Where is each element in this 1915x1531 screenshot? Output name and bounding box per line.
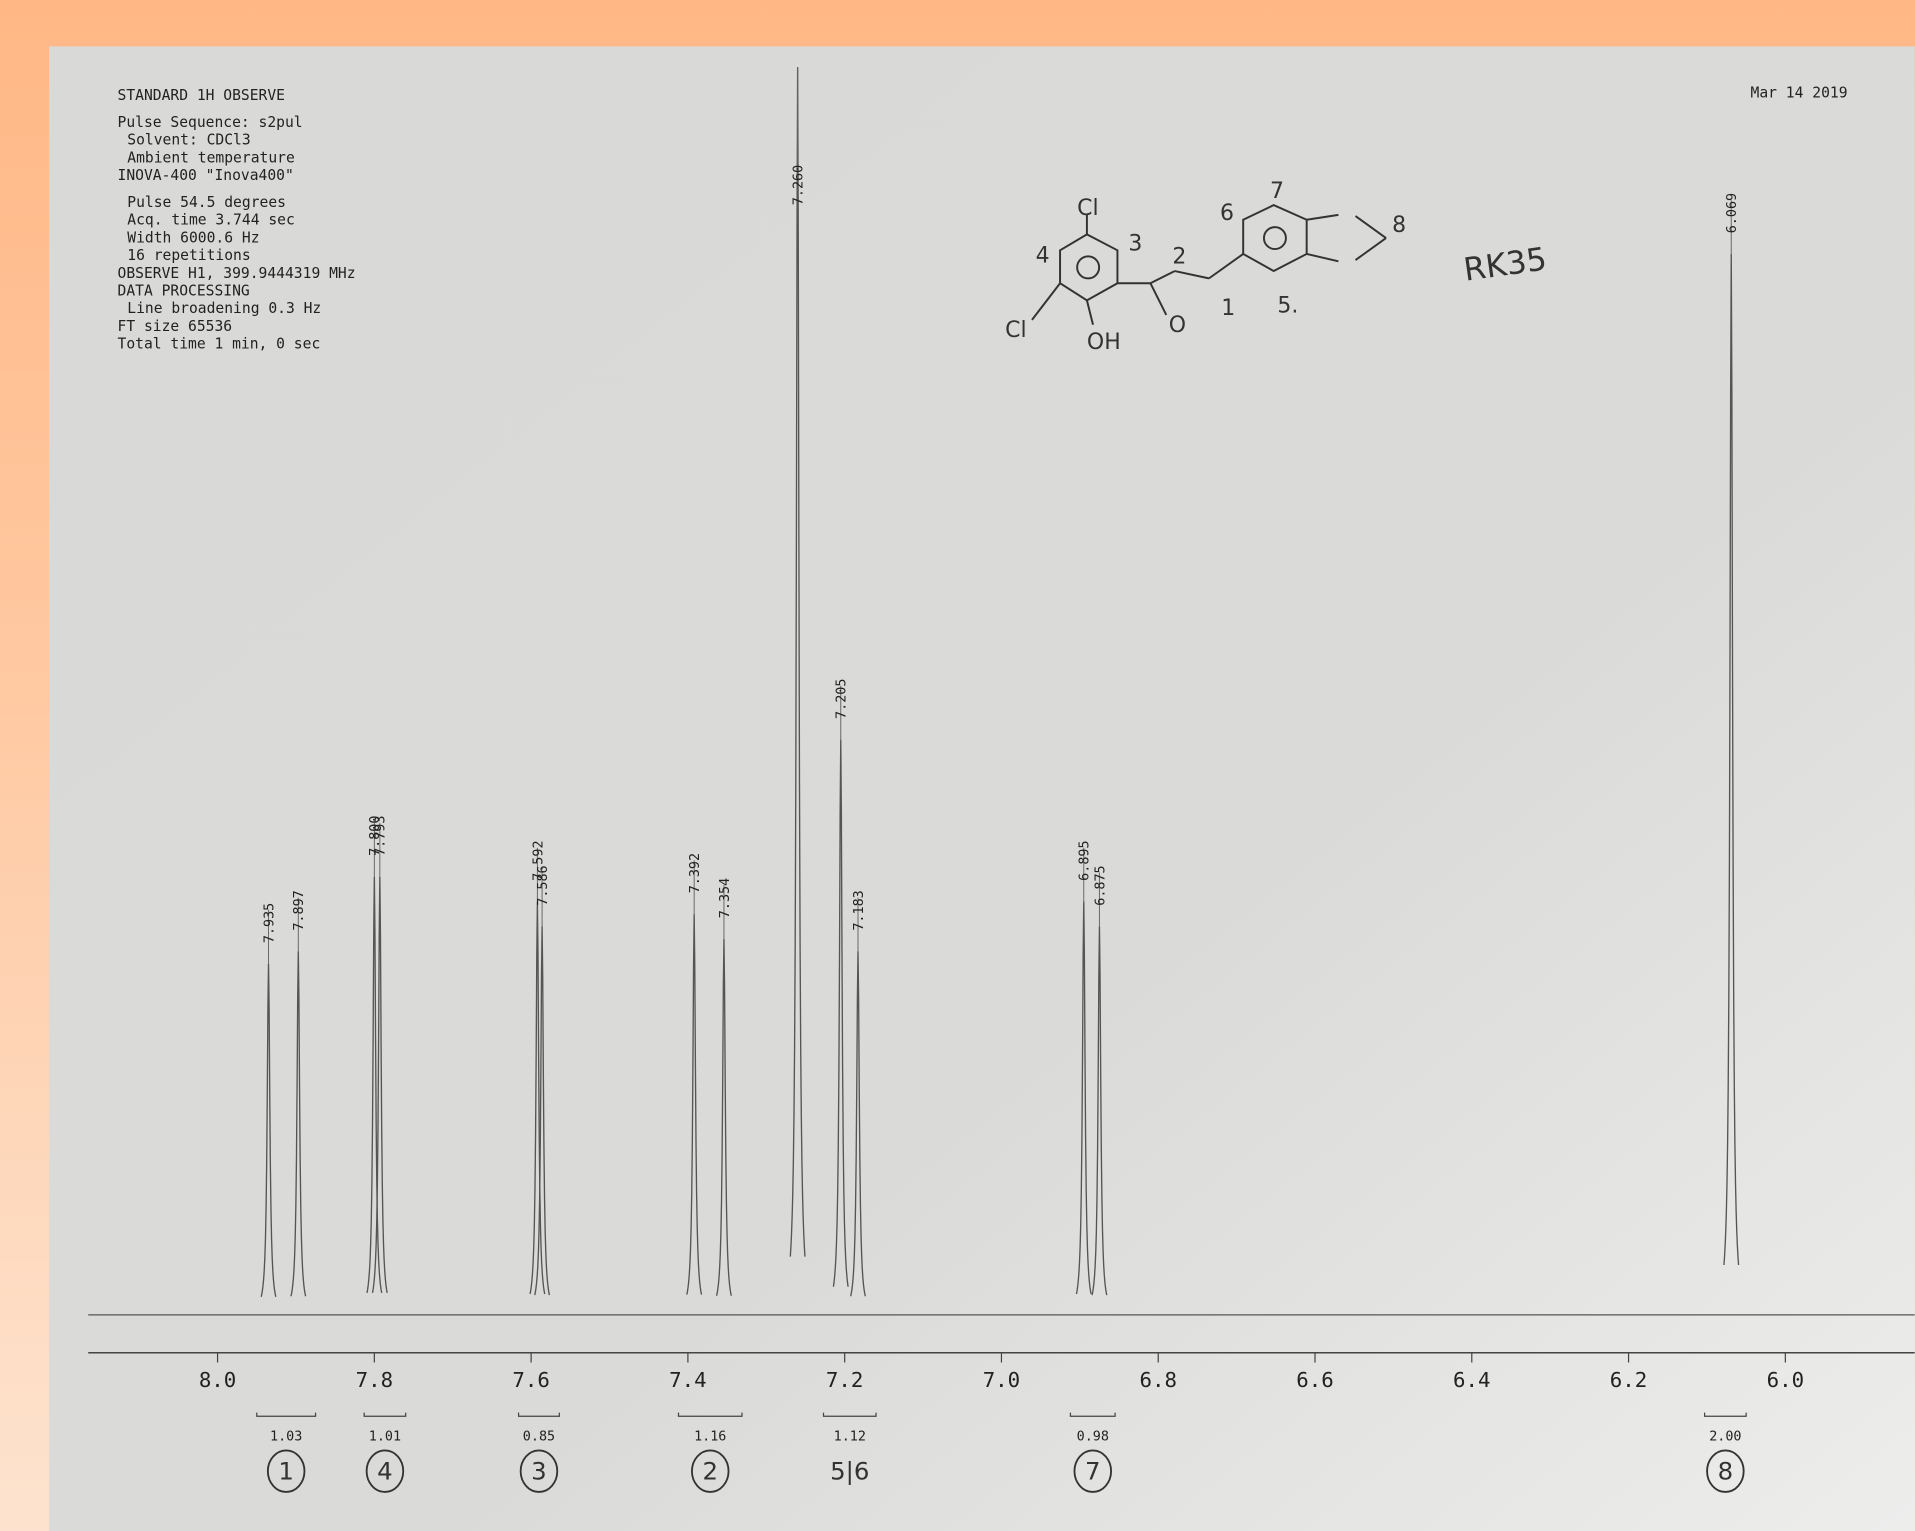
peak-label: 7.793 [374,816,389,856]
x-tick-label: 8.0 [199,1368,236,1392]
header-line: Pulse Sequence: s2pul [118,114,303,131]
x-tick-label: 6.0 [1767,1368,1804,1392]
peak-label: 6.069 [1725,193,1740,233]
x-tick-label: 7.8 [356,1368,393,1392]
page: Mar 14 2019 RK35 STANDARD 1H OBSERVEPuls… [0,0,1915,1531]
peak-label: 7.260 [792,165,807,205]
structure-label: 3 [1128,231,1142,256]
header-line: OBSERVE H1, 399.9444319 MHz [118,265,356,282]
header-line: Solvent: CDCl3 [127,132,250,149]
peak-label: 7.897 [292,890,307,930]
header-line: DATA PROCESSING [118,282,250,299]
structure-label: 5. [1277,294,1298,319]
peak-label: 7.586 [536,865,551,905]
structure-label: 2 [1172,245,1186,270]
structure-label: OH [1087,330,1121,355]
integral-label: 1.01 [369,1430,401,1445]
header-line: Width 6000.6 Hz [127,229,259,246]
header-line: FT size 65536 [118,318,233,335]
integral-label: 1.16 [694,1430,726,1445]
structure-label: 1 [1221,296,1235,321]
structure-label: O [1169,313,1186,338]
assignment: 5|6 [830,1457,869,1486]
structure-label: 6 [1220,201,1234,226]
peak-label: 7.183 [852,890,867,930]
peak-label: 7.935 [262,903,277,943]
assignment: 3 [531,1457,547,1486]
integral-label: 1.12 [834,1430,866,1445]
structure-label: Cl [1005,318,1026,343]
header-line: STANDARD 1H OBSERVE [118,87,285,104]
structure-label: 7 [1270,179,1284,204]
x-tick-label: 6.4 [1453,1368,1490,1392]
x-tick-label: 7.4 [669,1368,706,1392]
assignment: 8 [1718,1457,1734,1486]
peak-label: 6.875 [1093,865,1108,905]
structure-label: Cl [1077,196,1098,221]
x-tick-label: 7.0 [983,1368,1020,1392]
x-tick-label: 6.6 [1296,1368,1333,1392]
integral-label: 2.00 [1709,1430,1741,1445]
header-line: Acq. time 3.744 sec [127,212,294,229]
header-line: Total time 1 min, 0 sec [118,336,321,353]
date: Mar 14 2019 [1751,85,1848,102]
peak-label: 7.205 [835,679,850,719]
chart: Mar 14 2019 RK35 STANDARD 1H OBSERVEPuls… [0,0,1915,1531]
structure-label: 8 [1392,213,1406,238]
peak-label: 7.354 [718,878,733,918]
x-tick-label: 7.6 [512,1368,549,1392]
assignment: 7 [1085,1457,1101,1486]
assignment: 4 [377,1457,393,1486]
integral-label: 1.03 [270,1430,302,1445]
peak-label: 6.895 [1078,840,1093,880]
peak-label: 7.392 [688,853,703,893]
integral-label: 0.85 [523,1430,555,1445]
header-line: Line broadening 0.3 Hz [127,300,321,317]
header-line: Pulse 54.5 degrees [127,194,286,211]
assignment: 1 [278,1457,294,1486]
x-tick-label: 6.8 [1139,1368,1176,1392]
structure-label: 4 [1036,243,1050,268]
header-line: 16 repetitions [127,247,250,264]
integral-label: 0.98 [1077,1430,1109,1445]
header-line: INOVA-400 "Inova400" [118,167,294,184]
x-tick-label: 6.2 [1610,1368,1647,1392]
x-tick-label: 7.2 [826,1368,863,1392]
assignment: 2 [702,1457,718,1486]
header-line: Ambient temperature [127,149,294,166]
